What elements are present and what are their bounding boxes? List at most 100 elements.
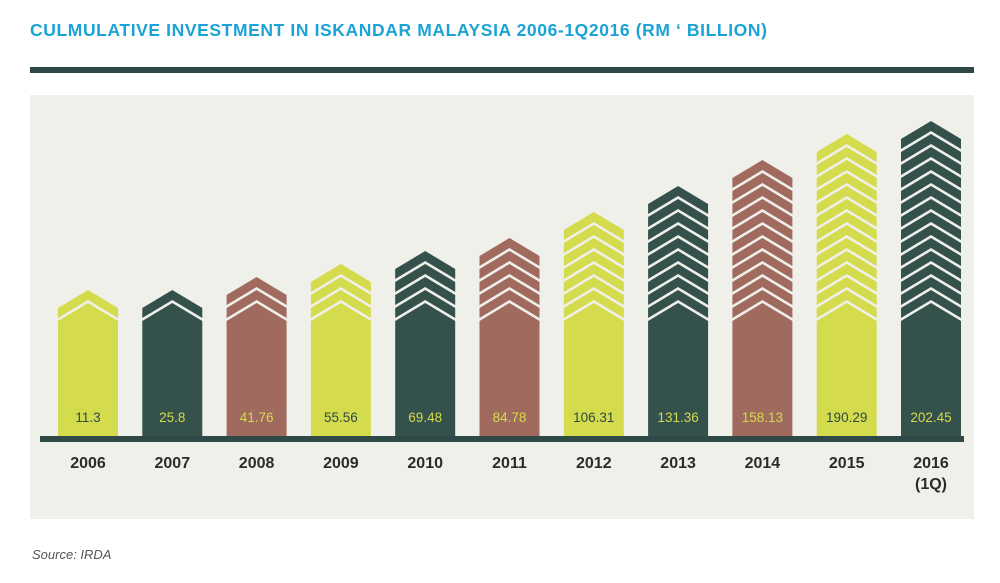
bar-chevron: [648, 251, 709, 279]
chart-title: CULMULATIVE INVESTMENT IN ISKANDAR MALAY…: [30, 20, 768, 40]
bar-chevron: [901, 290, 961, 318]
bar-chevron: [226, 290, 287, 318]
chart: 11.3 2006 25.8 2007 41.76 2008 55.56 2009 69.48 2…: [40, 121, 964, 493]
bar-chevron: [648, 238, 709, 266]
bar-chevron: [479, 264, 540, 292]
baseline-axis: [40, 436, 964, 442]
value-label: 158.13: [742, 410, 783, 425]
bar-chevron: [732, 173, 793, 201]
value-label: 11.3: [75, 410, 100, 425]
bar-chevron: [479, 277, 540, 305]
bar-chevron: [816, 264, 877, 292]
bar-chevron: [58, 290, 118, 318]
bar-body: [732, 303, 793, 436]
bar-chevron: [648, 290, 709, 318]
bar-chevron: [563, 290, 624, 318]
bar-2008: [226, 277, 287, 436]
bar-chevron: [226, 277, 287, 305]
bar-chevron: [816, 199, 877, 227]
bar-chevron: [395, 251, 456, 279]
bar-chevron: [816, 173, 877, 201]
bar-chevron: [310, 277, 371, 305]
bar-chevron: [563, 238, 624, 266]
bar-2015: [816, 134, 877, 436]
bar-chevron: [648, 264, 709, 292]
bar-chevron: [563, 251, 624, 279]
value-label: 106.31: [573, 410, 614, 425]
bar-chevron: [901, 238, 961, 266]
bar-chevron: [732, 238, 793, 266]
bar-body: [142, 303, 203, 436]
bar-body: [226, 303, 287, 436]
bar-chevron: [901, 277, 961, 305]
category-label: 2009: [323, 455, 359, 472]
value-label: 84.78: [493, 410, 527, 425]
bar-chevron: [816, 147, 877, 175]
bar-chevron: [732, 199, 793, 227]
bar-chevron: [732, 264, 793, 292]
bar-chevron: [563, 264, 624, 292]
bar-chevron: [732, 277, 793, 305]
bar-2016-1Q-: [901, 121, 961, 436]
bar-2006: [58, 290, 118, 436]
bar-chevron: [732, 212, 793, 240]
category-label: 2011: [492, 455, 527, 472]
bar-chevron: [648, 212, 709, 240]
bar-chevron: [901, 147, 961, 175]
bar-chevron: [563, 212, 624, 240]
bar-chevron: [395, 277, 456, 305]
bar-chevron: [310, 264, 371, 292]
bar-chevron: [901, 186, 961, 214]
bar-2009: [310, 264, 371, 436]
bar-chevron: [816, 186, 877, 214]
value-label: 202.45: [910, 410, 951, 425]
bar-body: [901, 303, 961, 436]
bar-2014: [732, 160, 793, 436]
bar-chevron: [901, 199, 961, 227]
bar-body: [816, 303, 877, 436]
bar-2011: [479, 238, 540, 436]
bar-chevron: [816, 277, 877, 305]
bar-chevron: [901, 121, 961, 149]
bar-chevron: [901, 225, 961, 253]
title-rule: [30, 67, 974, 73]
chart-panel: 11.3 2006 25.8 2007 41.76 2008 55.56 2009 69.48 2…: [30, 95, 974, 519]
value-label: 131.36: [657, 410, 698, 425]
bar-chevron: [395, 264, 456, 292]
bar-2010: [395, 251, 456, 436]
bar-2013: [648, 186, 709, 436]
bar-chevron: [648, 199, 709, 227]
bar-chevron: [901, 251, 961, 279]
bar-chevron: [816, 160, 877, 188]
category-label: 2012: [576, 455, 612, 472]
bar-body: [479, 303, 540, 436]
bar-body: [395, 303, 456, 436]
category-label: 2006: [70, 455, 106, 472]
value-label: 69.48: [408, 410, 442, 425]
bar-chevron: [901, 134, 961, 162]
bar-chevron: [648, 186, 709, 214]
category-label: 2008: [239, 455, 275, 472]
bar-body: [310, 303, 371, 436]
category-label: (1Q): [915, 476, 947, 493]
bar-chevron: [901, 173, 961, 201]
bar-chevron: [563, 225, 624, 253]
bar-chevron: [901, 160, 961, 188]
bar-chevron: [816, 225, 877, 253]
category-label: 2010: [407, 455, 443, 472]
value-label: 41.76: [240, 410, 274, 425]
category-label: 2015: [829, 455, 865, 472]
bar-chevron: [479, 290, 540, 318]
bar-chevron: [901, 264, 961, 292]
bar-chevron: [732, 186, 793, 214]
bar-chevron: [310, 290, 371, 318]
bar-chevron: [563, 277, 624, 305]
bar-chevron: [395, 290, 456, 318]
bar-body: [563, 303, 624, 436]
bar-chevron: [142, 290, 203, 318]
bar-chevron: [479, 238, 540, 266]
bar-chevron: [816, 134, 877, 162]
bar-chevron: [648, 225, 709, 253]
category-label: 2013: [660, 455, 696, 472]
bar-chevron: [732, 160, 793, 188]
